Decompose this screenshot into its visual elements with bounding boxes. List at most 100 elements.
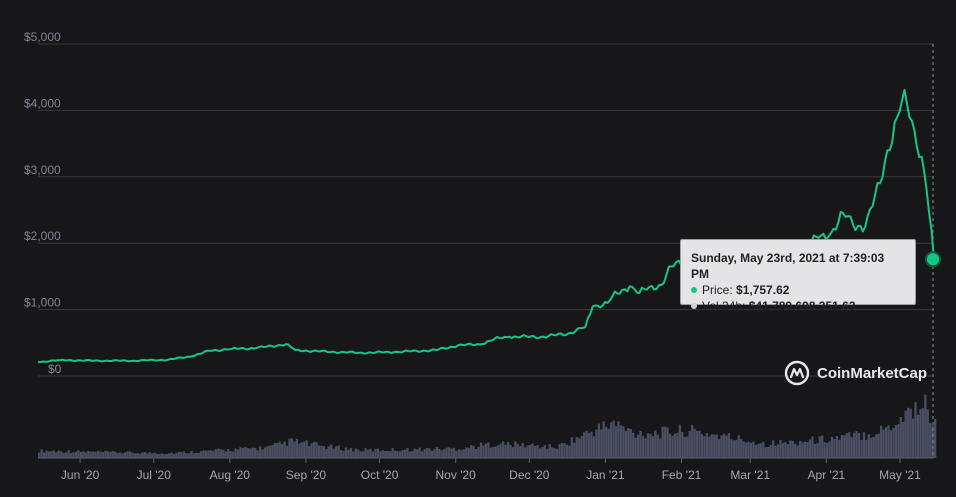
volume-bar	[651, 436, 654, 458]
volume-bar	[845, 433, 848, 458]
volume-bar	[391, 448, 394, 458]
volume-bar	[700, 434, 704, 458]
volume-bar	[128, 451, 132, 458]
volume-bar	[150, 453, 154, 458]
volume-bar	[627, 428, 630, 458]
volume-bar	[902, 421, 905, 458]
volume-bar	[720, 435, 723, 458]
volume-bar	[489, 447, 492, 458]
volume-bar	[433, 449, 436, 458]
volume-bar	[143, 452, 146, 458]
volume-bar	[106, 451, 110, 458]
volume-bar	[681, 432, 684, 458]
volume-bar	[374, 448, 377, 458]
volume-bar	[833, 439, 836, 458]
volume-bar	[111, 450, 114, 458]
volume-bar	[165, 453, 168, 458]
volume-bar	[195, 452, 198, 458]
volume-bar	[148, 452, 151, 458]
volume-bar	[285, 445, 289, 458]
x-tick-label: Jan '21	[586, 468, 625, 482]
volume-bar	[94, 451, 97, 458]
volume-bar	[632, 432, 635, 458]
volume-bar	[612, 420, 615, 458]
volume-bar	[676, 432, 679, 458]
volume-bar	[838, 439, 841, 458]
volume-bar	[843, 435, 846, 458]
volume-bar	[713, 434, 716, 458]
volume-bar	[543, 445, 546, 458]
volume-bar	[806, 442, 809, 458]
volume-bar	[57, 450, 60, 458]
volume-bar	[897, 424, 900, 458]
x-tick-label: Apr '21	[808, 468, 846, 482]
volume-dot-icon	[691, 303, 697, 309]
volume-bar	[317, 445, 321, 458]
volume-bar	[173, 453, 176, 458]
volume-bar	[906, 407, 910, 458]
volume-bar	[443, 448, 446, 458]
volume-bar	[560, 443, 564, 458]
volume-bar	[629, 428, 632, 458]
volume-bar	[558, 444, 561, 458]
volume-bar	[119, 452, 122, 458]
volume-bar	[369, 448, 372, 458]
volume-bar	[131, 452, 134, 458]
volume-bar	[50, 451, 53, 458]
volume-bar	[398, 451, 402, 458]
volume-bar	[624, 430, 627, 458]
volume-bar	[290, 438, 294, 458]
volume-bar	[236, 449, 240, 458]
volume-bar	[607, 428, 610, 458]
volume-bar	[379, 451, 382, 458]
volume-bar	[771, 440, 775, 458]
volume-bar	[389, 451, 392, 458]
volume-bar	[730, 439, 733, 458]
volume-bar	[501, 441, 505, 458]
volume-bar	[465, 447, 468, 458]
volume-bar	[894, 424, 898, 458]
volume-bar	[521, 443, 524, 458]
volume-bar	[305, 440, 308, 458]
volume-bar	[219, 449, 222, 458]
volume-bar	[460, 449, 463, 458]
volume-bar	[276, 442, 279, 458]
volume-bar	[192, 453, 195, 458]
volume-bar	[62, 452, 65, 458]
volume-bar	[470, 445, 473, 458]
volume-bar	[239, 447, 242, 458]
volume-bar	[492, 446, 495, 458]
volume-bar	[791, 440, 794, 458]
volume-bar	[281, 443, 284, 458]
volume-bar	[735, 439, 738, 458]
volume-bar	[40, 449, 43, 458]
x-tick-label: Feb '21	[662, 468, 702, 482]
volume-bar	[840, 434, 844, 458]
volume-bar	[352, 451, 355, 458]
volume-bar	[325, 448, 328, 458]
volume-bar	[887, 425, 890, 458]
volume-bar	[727, 433, 731, 458]
volume-bar	[690, 425, 694, 458]
volume-bar	[261, 449, 264, 458]
volume-bar	[553, 448, 556, 458]
volume-bar	[303, 441, 306, 458]
volume-bar	[585, 430, 588, 458]
volume-bar	[123, 452, 127, 458]
volume-bar	[244, 446, 247, 458]
volume-bar	[528, 444, 532, 458]
volume-bar	[619, 425, 623, 458]
volume-bar	[141, 452, 144, 458]
volume-bar	[784, 442, 787, 458]
y-tick-label: $2,000	[24, 229, 61, 243]
volume-bar	[366, 449, 370, 458]
volume-bar	[308, 446, 311, 458]
volume-bar	[47, 451, 51, 458]
volume-bar	[315, 442, 318, 458]
volume-bar	[384, 450, 387, 458]
volume-bar	[867, 434, 871, 458]
volume-bar	[362, 451, 365, 458]
volume-bar	[312, 441, 316, 458]
